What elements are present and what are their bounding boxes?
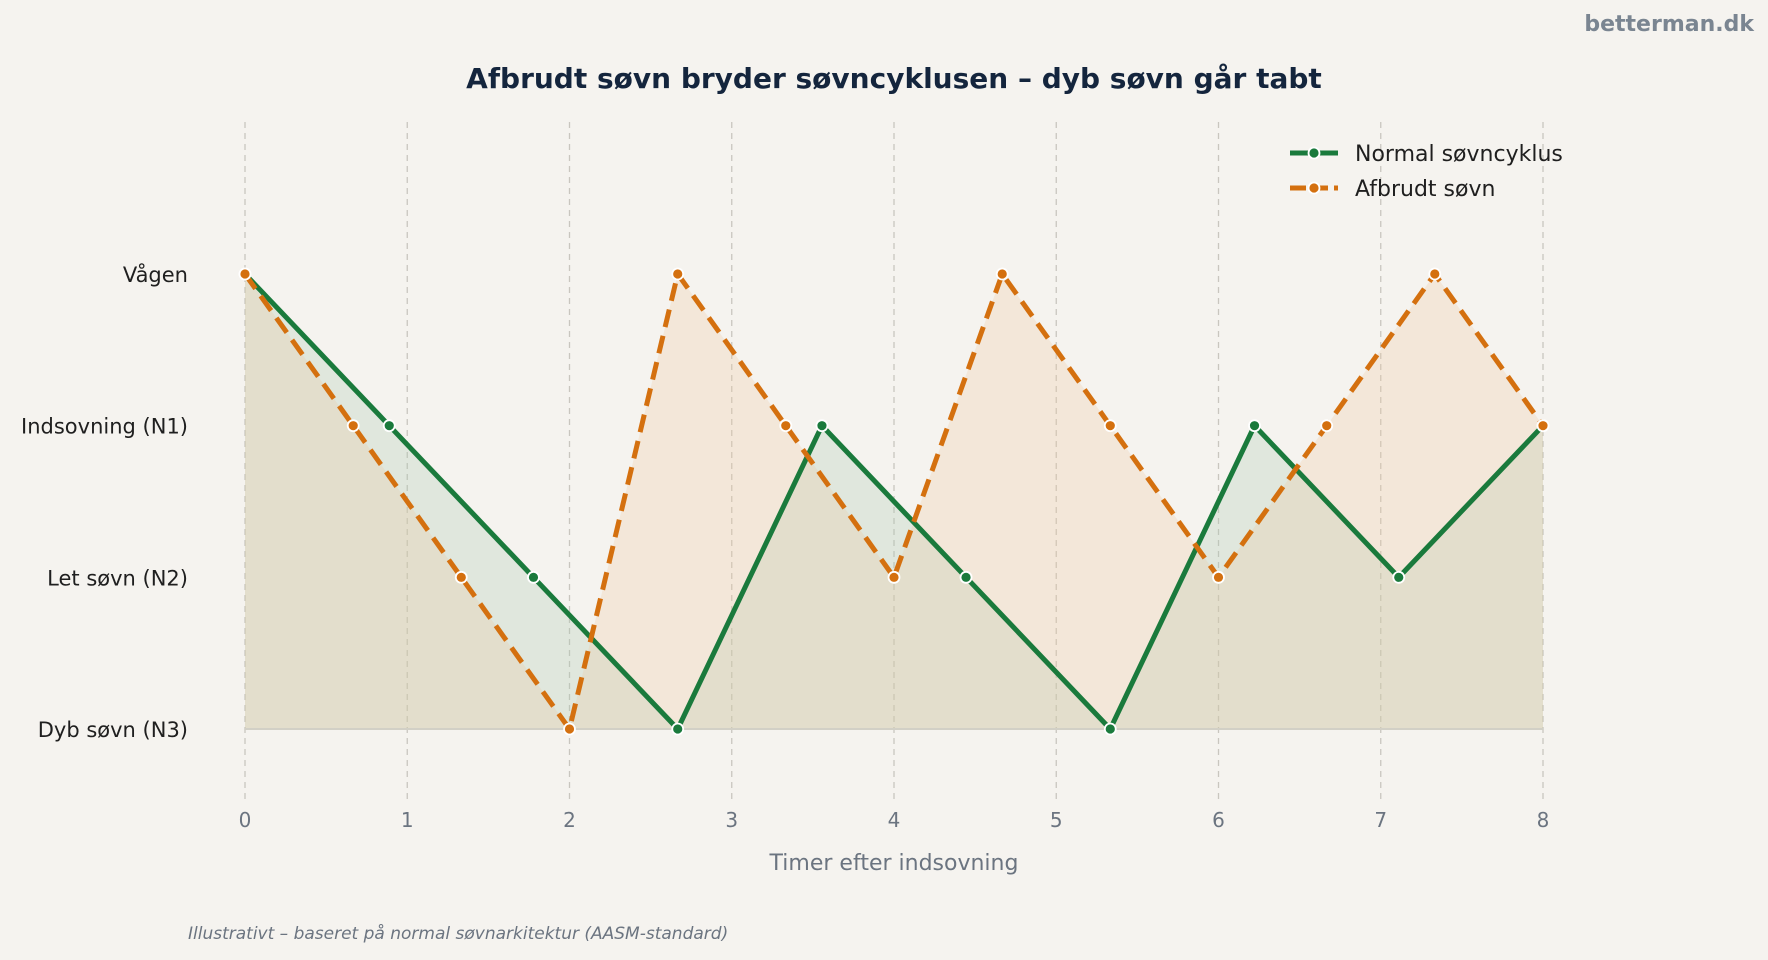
x-tick-label: 5 (1050, 808, 1063, 832)
series-2-point (887, 570, 901, 584)
x-tick-label: 4 (888, 808, 901, 832)
series-1-point (815, 419, 829, 433)
series-1-point (959, 570, 973, 584)
chart-title: Afbrudt søvn bryder søvncyklusen – dyb s… (466, 62, 1322, 95)
series-2-point (454, 570, 468, 584)
series-2-point (671, 267, 685, 281)
series-2-point (1212, 570, 1225, 584)
series-1-point (527, 570, 540, 584)
legend-entry-label: Afbrudt søvn (1355, 177, 1495, 202)
legend-swatch-marker (1307, 181, 1321, 195)
series-1-point (1103, 722, 1117, 736)
grid-lines (244, 122, 1544, 800)
series-2-point (346, 419, 360, 433)
legend-swatch-marker (1307, 146, 1321, 160)
series-2-point (995, 267, 1009, 281)
x-tick-label: 7 (1374, 808, 1387, 832)
x-tick-label: 8 (1537, 808, 1550, 832)
x-tick-label: 6 (1212, 808, 1225, 832)
series-2-point (779, 419, 793, 433)
series-1-point (382, 419, 396, 433)
series-2-point (238, 267, 252, 281)
series-2-point (1536, 419, 1550, 433)
series-fill-2 (245, 274, 1543, 729)
series-2-point (1428, 267, 1442, 281)
series-line-1 (243, 272, 1545, 734)
series-2-point (563, 722, 576, 736)
series-1-point (1248, 419, 1261, 433)
series-2-point (1103, 419, 1117, 433)
series-2-point (1320, 419, 1334, 433)
x-axis-label: Timer efter indsovning (769, 851, 1019, 876)
brand-watermark: betterman.dk (1584, 12, 1754, 37)
series-markers (238, 267, 1550, 736)
chart-legend: Normal søvncyklus Afbrudt søvn (1290, 142, 1563, 202)
x-tick-label: 3 (725, 808, 738, 832)
x-tick-labels: 0 1 2 3 4 5 6 7 8 (239, 808, 1550, 832)
x-tick-label: 0 (239, 808, 252, 832)
y-tick-label: Let søvn (N2) (47, 566, 188, 590)
x-tick-label: 1 (401, 808, 414, 832)
y-tick-label: Indsovning (N1) (21, 415, 188, 439)
y-tick-label: Dyb søvn (N3) (38, 718, 188, 742)
series-1-point (671, 722, 685, 736)
x-tick-label: 2 (563, 808, 576, 832)
series-1-point (1392, 570, 1406, 584)
y-tick-label: Vågen (123, 262, 188, 287)
footnote: Illustrativt – baseret på normal søvnark… (188, 924, 729, 944)
legend-entry-label: Normal søvncyklus (1355, 142, 1563, 167)
y-tick-labels: Vågen Indsovning (N1) Let søvn (N2) Dyb søv… (21, 262, 188, 742)
